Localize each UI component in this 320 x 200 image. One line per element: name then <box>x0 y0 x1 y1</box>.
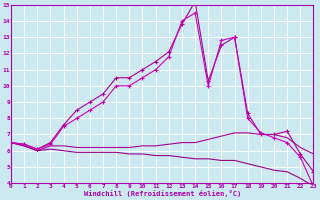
X-axis label: Windchill (Refroidissement éolien,°C): Windchill (Refroidissement éolien,°C) <box>84 190 241 197</box>
